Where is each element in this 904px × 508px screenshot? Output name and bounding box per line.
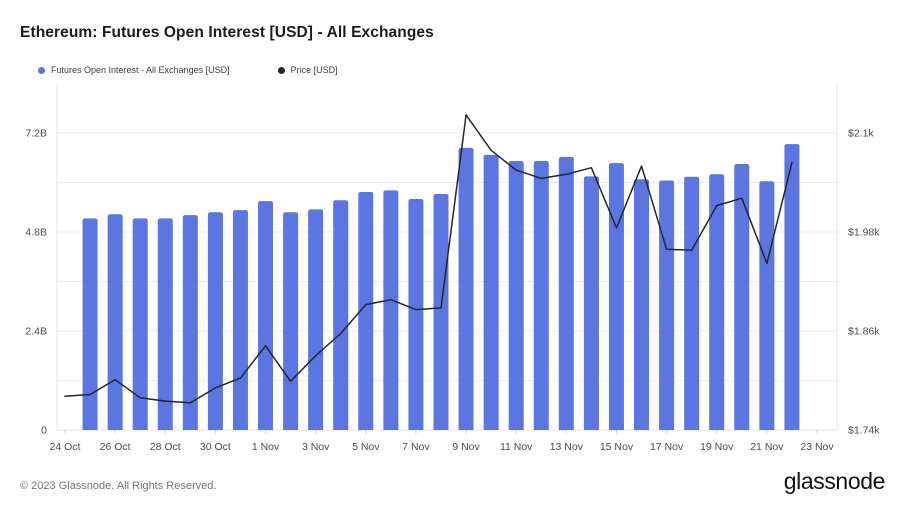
left-axis-label: 2.4B <box>25 326 47 338</box>
oi-bar[interactable] <box>207 212 223 430</box>
oi-bar[interactable] <box>533 161 549 431</box>
oi-bar[interactable] <box>358 191 374 430</box>
left-axis-label: 4.8B <box>25 227 47 239</box>
oi-bar[interactable] <box>107 214 123 430</box>
glassnode-logo: glassnode <box>783 468 886 494</box>
open-interest-series-dot-icon <box>38 66 45 74</box>
x-tick-label: 26 Oct <box>100 441 131 453</box>
oi-bar[interactable] <box>483 154 499 431</box>
oi-bar[interactable] <box>734 163 750 430</box>
oi-bar[interactable] <box>784 144 800 430</box>
oi-bar[interactable] <box>157 218 173 430</box>
x-tick-label: 19 Nov <box>700 441 734 453</box>
oi-bar[interactable] <box>82 218 98 430</box>
right-axis-label: $1.98k <box>848 227 880 239</box>
oi-bar[interactable] <box>383 190 399 430</box>
legend: Futures Open Interest - All Exchanges [U… <box>38 65 338 75</box>
oi-bar[interactable] <box>132 218 148 430</box>
legend-item-price[interactable]: Price [USD] <box>277 65 338 75</box>
oi-bar[interactable] <box>634 179 650 430</box>
right-axis-label: $1.74k <box>848 425 880 437</box>
oi-bar[interactable] <box>583 176 599 430</box>
price-series-dot-icon <box>277 66 285 74</box>
left-axis-label: 7.2B <box>25 128 47 140</box>
oi-bar[interactable] <box>558 156 574 431</box>
legend-item-open-interest[interactable]: Futures Open Interest - All Exchanges [U… <box>38 65 230 75</box>
x-tick-label: 13 Nov <box>550 441 584 453</box>
x-tick-label: 11 Nov <box>500 441 533 453</box>
legend-label-price: Price [USD] <box>290 65 338 75</box>
x-tick-label: 9 Nov <box>452 441 480 453</box>
oi-bar[interactable] <box>232 210 248 430</box>
copyright-text: © 2023 Glassnode. All Rights Reserved. <box>20 480 217 492</box>
oi-bar[interactable] <box>684 176 700 430</box>
x-tick-label: 21 Nov <box>750 441 784 453</box>
oi-bar[interactable] <box>458 147 474 430</box>
oi-bar[interactable] <box>709 174 725 430</box>
page-title: Ethereum: Futures Open Interest [USD] - … <box>20 24 434 41</box>
x-tick-label: 24 Oct <box>50 441 81 453</box>
oi-bar[interactable] <box>433 194 449 430</box>
x-tick-label: 17 Nov <box>650 441 684 453</box>
oi-bar[interactable] <box>283 212 299 430</box>
x-tick-label: 23 Nov <box>800 441 834 453</box>
x-tick-label: 5 Nov <box>352 441 380 453</box>
oi-bar[interactable] <box>182 215 198 430</box>
x-tick-label: 15 Nov <box>600 441 634 453</box>
oi-bar[interactable] <box>608 163 624 431</box>
price-line[interactable] <box>64 114 793 404</box>
left-axis-label: 0 <box>41 425 47 437</box>
x-tick-label: 28 Oct <box>150 441 181 453</box>
oi-bar[interactable] <box>759 181 775 430</box>
right-axis-label: $2.1k <box>848 128 874 140</box>
oi-bar[interactable] <box>258 201 274 430</box>
x-tick-label: 30 Oct <box>200 441 231 453</box>
legend-label-open-interest: Futures Open Interest - All Exchanges [U… <box>51 65 230 75</box>
x-tick-label: 1 Nov <box>252 441 280 453</box>
oi-bar[interactable] <box>508 161 524 431</box>
x-tick-label: 7 Nov <box>402 441 430 453</box>
right-axis-label: $1.86k <box>848 326 880 338</box>
oi-bar[interactable] <box>333 200 349 430</box>
x-tick-label: 3 Nov <box>302 441 330 453</box>
oi-bar[interactable] <box>659 180 675 430</box>
oi-bar[interactable] <box>308 209 324 430</box>
oi-bar[interactable] <box>408 199 424 430</box>
